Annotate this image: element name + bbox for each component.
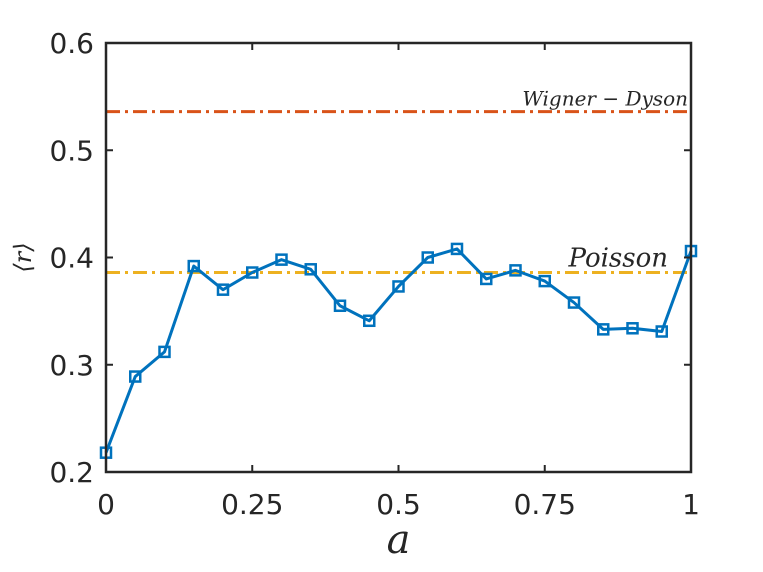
reference-line-labels: Wigner − Dyson Poisson	[522, 87, 688, 274]
y-tick-label: 0.6	[49, 27, 94, 60]
y-tick-label: 0.2	[49, 456, 94, 489]
data-point	[655, 325, 668, 338]
reference-line-label-1: Wigner − Dyson	[522, 87, 688, 111]
series-layer	[99, 242, 698, 459]
x-tick-label: 1	[682, 488, 700, 521]
data-point	[246, 266, 259, 279]
y-tick-label: 0.3	[49, 349, 94, 382]
x-tick-label: 0	[97, 488, 115, 521]
data-point	[187, 259, 200, 273]
axis-ticks: 0 0.25 0.5 0.75 1 0.2 0.3 0.4 0.5 0.6	[49, 27, 699, 521]
x-tick-label: 0.75	[514, 488, 576, 521]
data-point	[626, 322, 639, 335]
y-axis-label: ⟨r⟩	[9, 242, 37, 272]
x-axis-label: a	[387, 517, 411, 563]
x-tick-label: 0.5	[376, 488, 421, 521]
data-point	[158, 345, 171, 359]
data-point	[480, 272, 493, 286]
data-point	[450, 242, 464, 256]
reference-lines	[106, 110, 691, 275]
data-point	[538, 274, 551, 288]
x-tick-label: 0.25	[221, 488, 283, 521]
data-point	[129, 370, 142, 383]
series-line-1	[104, 247, 693, 454]
data-point	[363, 314, 376, 328]
y-tick-label: 0.5	[49, 134, 94, 167]
data-point	[216, 283, 230, 296]
data-point	[567, 296, 581, 309]
y-tick-label: 0.4	[49, 242, 94, 275]
data-point	[392, 280, 405, 293]
data-point	[421, 251, 434, 264]
data-point	[304, 263, 317, 276]
data-point	[509, 264, 522, 277]
data-point	[275, 253, 288, 266]
reference-line-label-2: Poisson	[568, 244, 669, 274]
data-point	[333, 299, 347, 313]
data-point	[597, 323, 610, 336]
